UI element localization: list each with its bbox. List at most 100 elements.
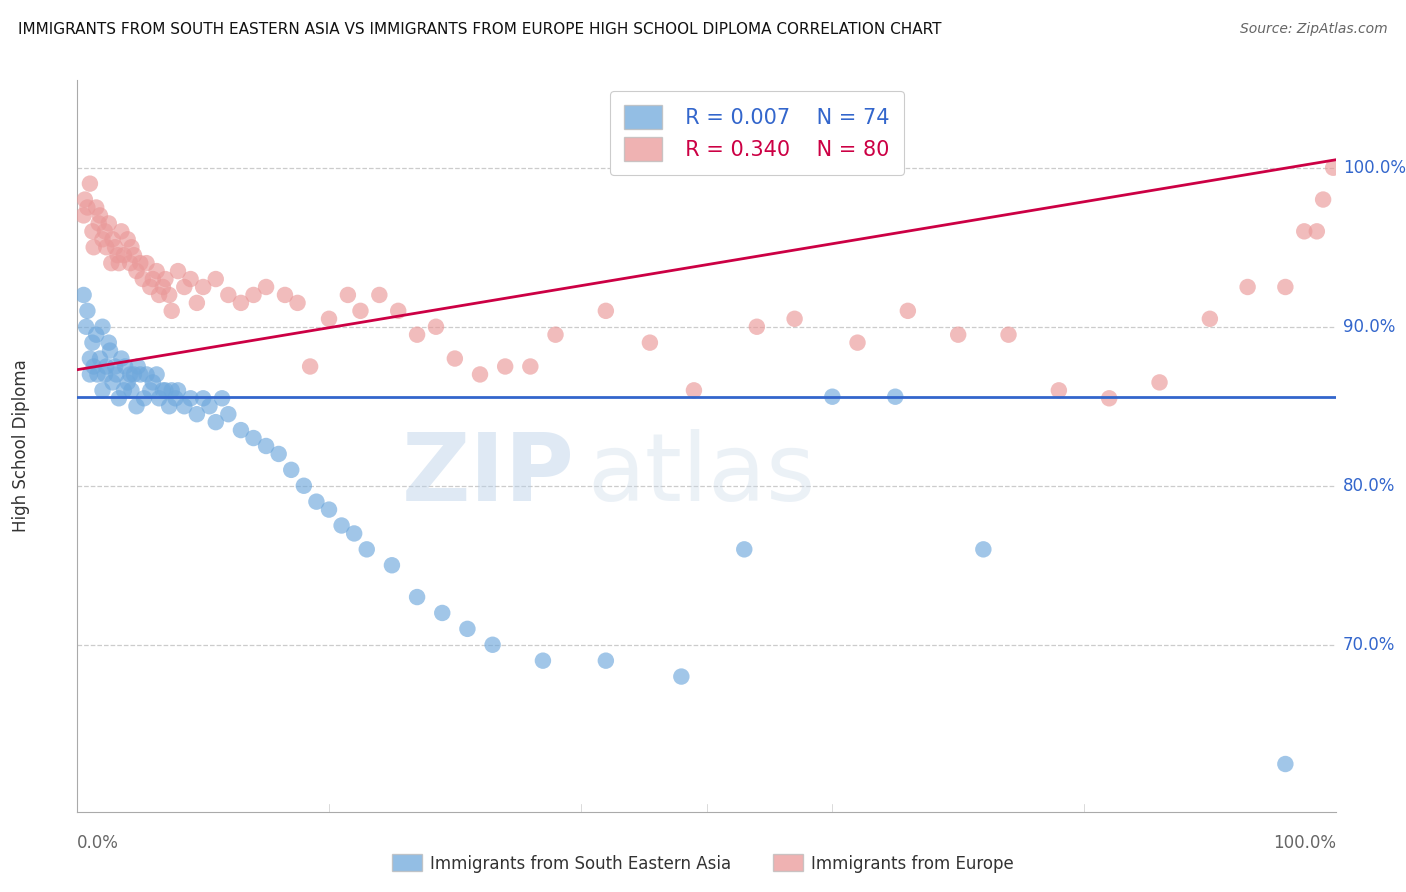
Point (152, 280, 174, 294)
Point (948, 327, 970, 342)
Text: ZIP: ZIP (402, 429, 575, 521)
Point (186, 407, 208, 421)
Point (105, 368, 128, 382)
Point (1047, 384, 1070, 398)
Legend:   R = 0.007    N = 74,   R = 0.340    N = 80: R = 0.007 N = 74, R = 0.340 N = 80 (610, 91, 904, 176)
Point (305, 494, 328, 508)
Point (287, 296, 309, 310)
Point (120, 368, 142, 382)
Point (1274, 757, 1296, 772)
Point (783, 311, 806, 326)
Point (274, 288, 297, 302)
Point (135, 368, 157, 382)
Point (229, 296, 252, 310)
Point (132, 392, 155, 406)
Point (595, 654, 617, 668)
Point (368, 288, 391, 302)
Point (211, 392, 233, 406)
Point (82, 224, 104, 238)
Point (79, 368, 101, 382)
Point (145, 264, 167, 278)
Point (425, 319, 447, 334)
Point (104, 359, 127, 374)
Point (104, 240, 127, 254)
Point (733, 542, 755, 557)
Point (217, 288, 239, 302)
Point (89, 209, 111, 223)
Point (145, 368, 167, 382)
Point (135, 256, 157, 270)
Point (186, 296, 208, 310)
Text: 90.0%: 90.0% (1343, 318, 1395, 335)
Point (318, 502, 340, 516)
Point (1149, 376, 1171, 390)
Point (83, 240, 105, 254)
Point (127, 359, 149, 374)
Point (142, 376, 165, 390)
Point (671, 669, 693, 683)
Point (595, 303, 617, 318)
Point (108, 256, 131, 270)
Point (544, 327, 567, 342)
Text: 100.0%: 100.0% (1272, 834, 1336, 852)
Point (299, 359, 322, 374)
Point (83, 359, 105, 374)
Point (96, 240, 118, 254)
Point (468, 368, 491, 382)
Point (96, 359, 118, 374)
Point (180, 392, 202, 406)
Point (160, 384, 183, 398)
Point (75, 319, 97, 334)
Point (139, 280, 162, 294)
Text: High School Diploma: High School Diploma (13, 359, 30, 533)
Point (139, 384, 162, 398)
Text: 100.0%: 100.0% (1343, 159, 1406, 177)
Point (165, 392, 187, 406)
Point (129, 256, 152, 270)
Point (381, 558, 404, 573)
Point (117, 232, 139, 246)
Point (79, 177, 101, 191)
Point (79, 351, 101, 366)
Point (155, 384, 177, 398)
Point (846, 335, 869, 350)
Point (1312, 193, 1334, 207)
Point (167, 384, 190, 398)
Point (330, 518, 353, 533)
Point (94, 224, 117, 238)
Point (997, 327, 1019, 342)
Point (343, 526, 366, 541)
Point (117, 376, 139, 390)
Point (100, 256, 122, 270)
Point (112, 384, 135, 398)
Point (72, 288, 94, 302)
Point (432, 606, 454, 620)
Point (120, 240, 142, 254)
Point (157, 288, 180, 302)
Point (229, 423, 252, 437)
Point (1306, 224, 1329, 238)
Point (97, 216, 120, 230)
Point (91, 384, 114, 398)
Point (406, 590, 429, 604)
Point (125, 399, 148, 413)
Point (76, 201, 98, 215)
Point (191, 392, 215, 406)
Point (76, 303, 98, 318)
Point (406, 327, 429, 342)
Point (972, 542, 994, 557)
Point (356, 542, 378, 557)
Text: IMMIGRANTS FROM SOUTH EASTERN ASIA VS IMMIGRANTS FROM EUROPE HIGH SCHOOL DIPLOMA: IMMIGRANTS FROM SOUTH EASTERN ASIA VS IM… (18, 22, 942, 37)
Point (884, 390, 907, 404)
Point (280, 463, 302, 477)
Point (84, 201, 107, 215)
Point (98, 343, 121, 358)
Point (444, 351, 467, 366)
Point (897, 303, 920, 318)
Point (122, 248, 145, 262)
Point (148, 288, 170, 302)
Point (292, 479, 315, 493)
Point (114, 359, 136, 374)
Point (1322, 161, 1344, 175)
Point (173, 280, 195, 294)
